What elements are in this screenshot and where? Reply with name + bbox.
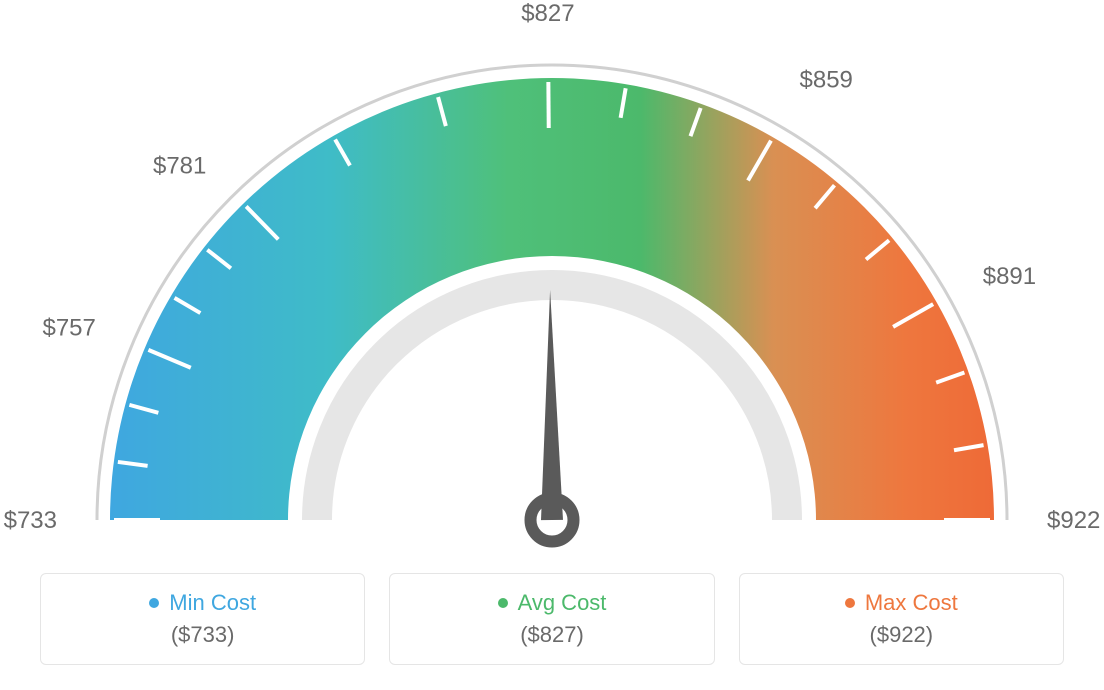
card-title: Max Cost [865, 590, 958, 616]
card-title-row: Max Cost [845, 590, 958, 616]
gauge-tick-label: $891 [983, 263, 1036, 290]
card-value: ($827) [520, 622, 584, 648]
card-title: Min Cost [169, 590, 256, 616]
card-title-row: Avg Cost [498, 590, 607, 616]
card-title-row: Min Cost [149, 590, 256, 616]
dot-icon [845, 598, 855, 608]
gauge-tick-label: $859 [800, 66, 853, 93]
summary-cards: Min Cost ($733) Avg Cost ($827) Max Cost… [40, 573, 1064, 665]
card-value: ($733) [171, 622, 235, 648]
gauge-svg: $733 $757 $781 $827 $859 $891 $922 [0, 0, 1104, 560]
gauge-tick-label: $733 [4, 507, 57, 534]
dot-icon [498, 598, 508, 608]
avg-cost-card: Avg Cost ($827) [389, 573, 714, 665]
min-cost-card: Min Cost ($733) [40, 573, 365, 665]
card-value: ($922) [870, 622, 934, 648]
cost-gauge: $733 $757 $781 $827 $859 $891 $922 [0, 0, 1104, 560]
gauge-tick-label: $781 [153, 153, 206, 180]
max-cost-card: Max Cost ($922) [739, 573, 1064, 665]
dot-icon [149, 598, 159, 608]
gauge-tick-label: $757 [42, 315, 95, 342]
gauge-tick-label: $827 [521, 0, 574, 27]
gauge-tick-label: $922 [1047, 507, 1100, 534]
card-title: Avg Cost [518, 590, 607, 616]
